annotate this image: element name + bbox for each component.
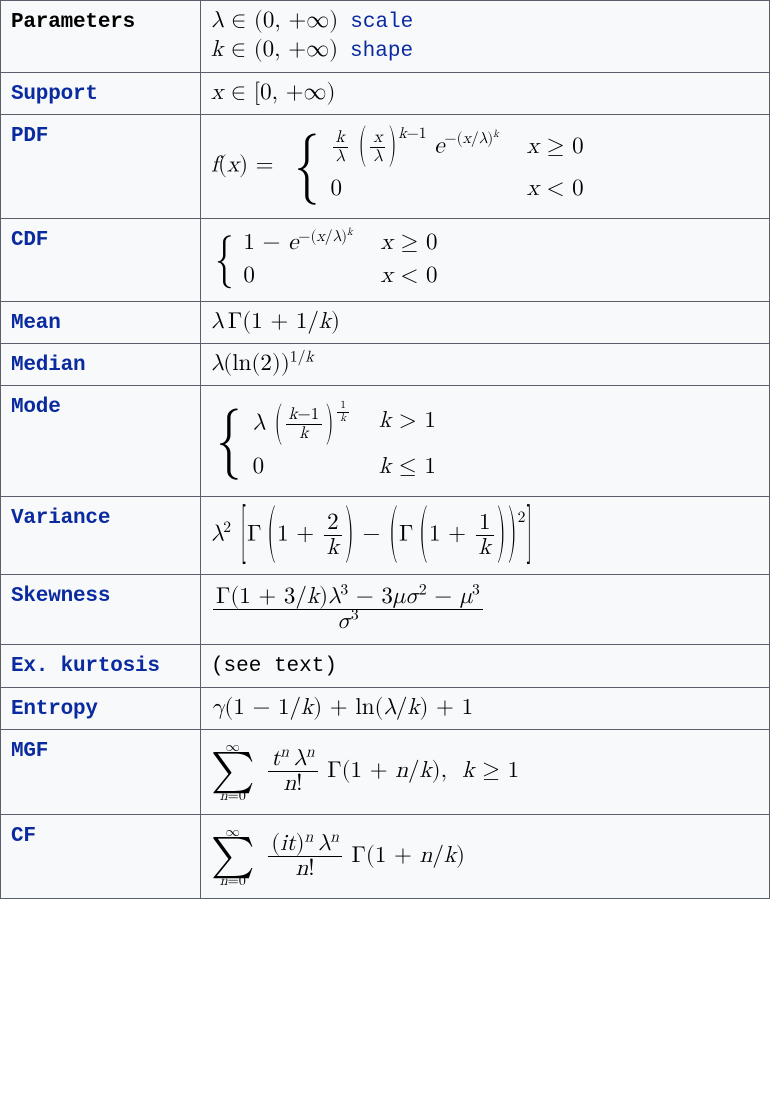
pdf-formula: f(x) = { kλ (xλ)k−1 e−(x/λ)k x ≥ 0 0 x <… — [211, 121, 761, 212]
mode-formula: { λ (k−1k)1k k > 1 0 k ≤ 1 — [211, 392, 761, 490]
param-note-scale: scale — [350, 10, 413, 36]
param-k: k ∈ (0, +∞) shape — [211, 36, 761, 65]
label-skewness[interactable]: Skewness — [11, 585, 110, 608]
support-value: x ∈ [0, +∞) — [211, 81, 336, 104]
table-row: MGF ∞∑n=0 tn λnn! Γ(1 + n/k), k ≥ 1 — [1, 729, 770, 814]
median-formula: λ(ln(2))1/k — [211, 352, 314, 375]
label-mgf[interactable]: MGF — [11, 740, 48, 763]
cdf-formula: { 1 − e−(x/λ)k x ≥ 0 0 x < 0 — [211, 225, 761, 295]
label-variance[interactable]: Variance — [11, 507, 110, 530]
label-mean[interactable]: Mean — [11, 312, 61, 335]
table-row: Support x ∈ [0, +∞) — [1, 72, 770, 114]
param-lambda: λ ∈ (0, +∞) scale — [211, 7, 761, 36]
label-ex-kurtosis[interactable]: Ex. kurtosis — [11, 655, 160, 678]
skewness-formula: Γ(1 + 3/k)λ3 − 3μσ2 − μ3 σ3 — [211, 581, 761, 638]
table-row: Ex. kurtosis (see text) — [1, 645, 770, 687]
entropy-formula: γ(1 − 1/k) + ln(λ/k) + 1 — [211, 696, 473, 719]
mean-formula: λ Γ(1 + 1/k) — [211, 310, 340, 333]
table-row: Mode { λ (k−1k)1k k > 1 0 k ≤ 1 — [1, 386, 770, 497]
ex-kurtosis-text: (see text) — [211, 655, 337, 678]
table-row: CDF { 1 − e−(x/λ)k x ≥ 0 0 x < 0 — [1, 219, 770, 302]
label-support[interactable]: Support — [11, 83, 98, 106]
label-cdf[interactable]: CDF — [11, 229, 48, 252]
table-row: Median λ(ln(2))1/k — [1, 343, 770, 385]
table-row: Parameters λ ∈ (0, +∞) scale k ∈ (0, +∞)… — [1, 1, 770, 73]
table-row: CF ∞∑n=0 (it)n λnn! Γ(1 + n/k) — [1, 814, 770, 899]
distribution-properties-table: Parameters λ ∈ (0, +∞) scale k ∈ (0, +∞)… — [0, 0, 770, 899]
label-mode[interactable]: Mode — [11, 396, 61, 419]
cf-formula: ∞∑n=0 (it)n λnn! Γ(1 + n/k) — [211, 821, 761, 893]
mgf-formula: ∞∑n=0 tn λnn! Γ(1 + n/k), k ≥ 1 — [211, 736, 761, 808]
param-note-shape: shape — [350, 39, 413, 65]
label-cf[interactable]: CF — [11, 825, 36, 848]
table-row: Variance λ2 [Γ (1 + 2k) − (Γ (1 + 1k))2] — [1, 496, 770, 574]
label-pdf[interactable]: PDF — [11, 125, 48, 148]
table-row: PDF f(x) = { kλ (xλ)k−1 e−(x/λ)k x ≥ 0 — [1, 114, 770, 218]
label-entropy[interactable]: Entropy — [11, 698, 98, 721]
table-row: Mean λ Γ(1 + 1/k) — [1, 301, 770, 343]
label-parameters: Parameters — [11, 11, 135, 34]
variance-formula: λ2 [Γ (1 + 2k) − (Γ (1 + 1k))2] — [211, 503, 761, 568]
label-median[interactable]: Median — [11, 354, 85, 377]
table-row: Entropy γ(1 − 1/k) + ln(λ/k) + 1 — [1, 687, 770, 729]
table-row: Skewness Γ(1 + 3/k)λ3 − 3μσ2 − μ3 σ3 — [1, 575, 770, 645]
